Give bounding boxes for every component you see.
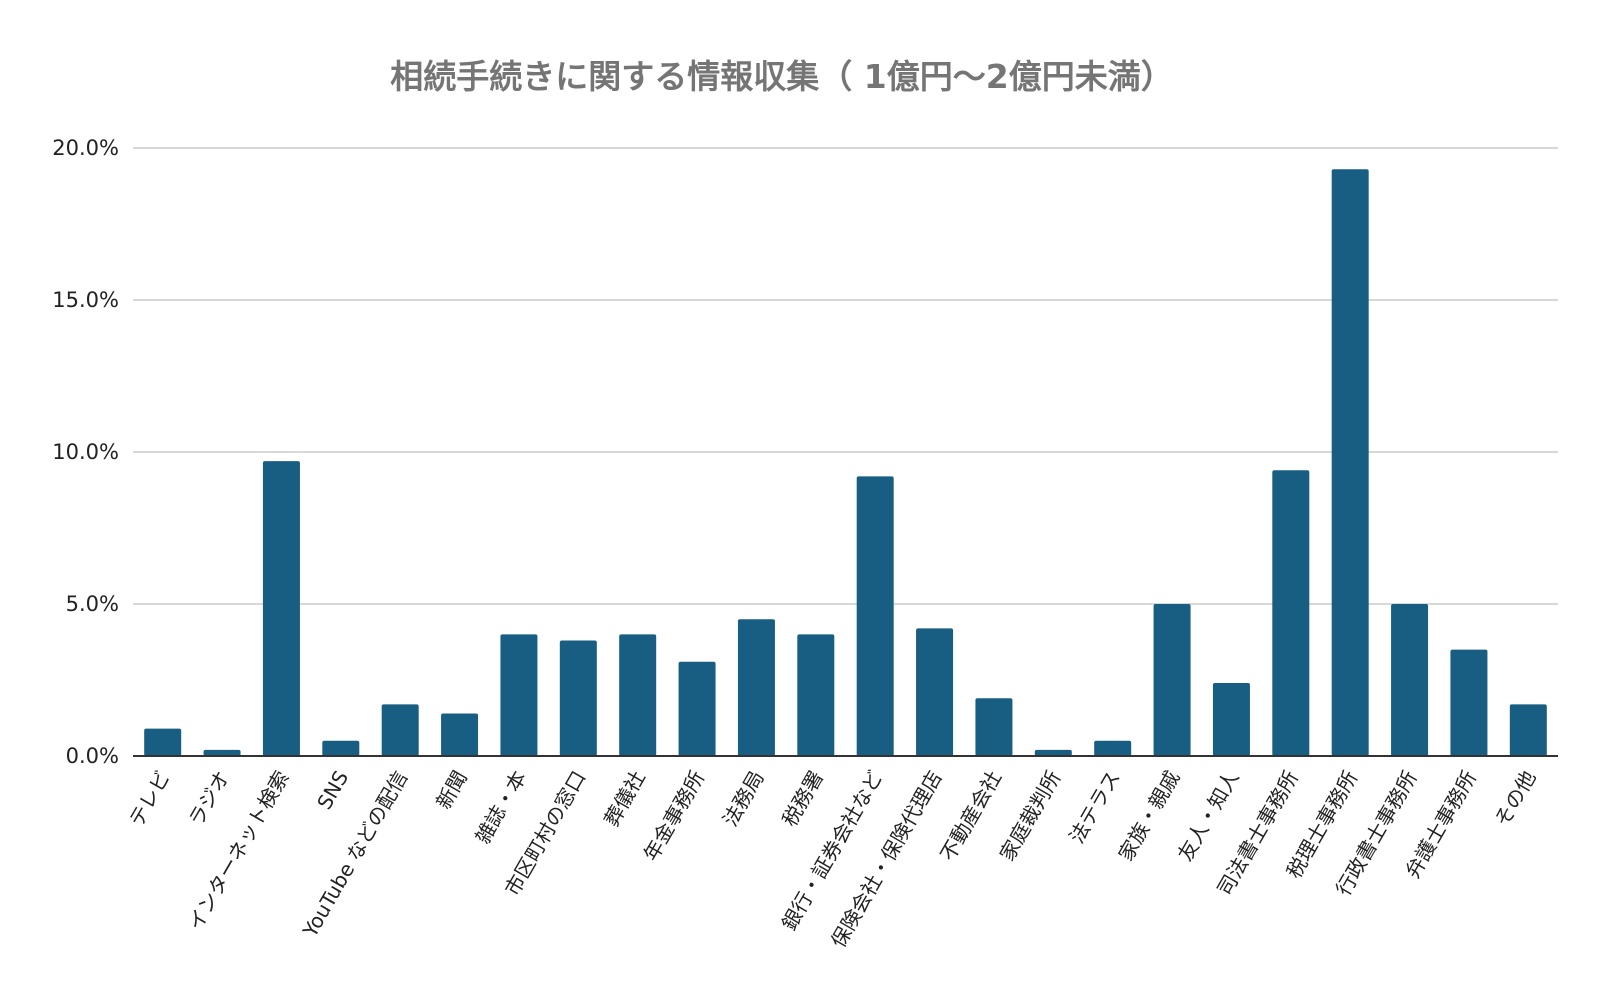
gridlines — [133, 147, 1558, 605]
bar — [1153, 604, 1191, 756]
bar — [559, 640, 597, 756]
bar — [1034, 749, 1072, 756]
bar — [1094, 740, 1132, 756]
x-tick-label: YouTube などの配信 — [297, 767, 412, 942]
y-tick-label: 5.0% — [66, 592, 119, 616]
y-tick-label: 15.0% — [52, 288, 119, 312]
bar — [1509, 704, 1547, 756]
x-tick-label: 年金事務所 — [639, 767, 710, 866]
bar — [262, 461, 300, 756]
bar — [1272, 470, 1310, 756]
x-tick-label: 保険会社・保険代理店 — [826, 767, 947, 952]
bar — [203, 749, 241, 756]
bar — [678, 661, 716, 756]
bar — [916, 628, 954, 756]
bar — [1391, 604, 1429, 756]
bar — [441, 713, 479, 756]
x-tick-label: 葬儀社 — [599, 767, 650, 831]
x-tick-label: SNS — [312, 767, 353, 814]
x-tick-label: ラジオ — [184, 767, 235, 831]
x-tick-label: 雑誌・本 — [470, 767, 531, 848]
x-tick-label: 法務局 — [718, 767, 769, 831]
y-tick-label: 20.0% — [52, 136, 119, 160]
y-tick-label: 10.0% — [52, 440, 119, 464]
bar — [797, 634, 835, 756]
bar — [322, 740, 360, 756]
x-tick-label: その他 — [1490, 767, 1541, 831]
bar — [619, 634, 657, 756]
bar — [381, 704, 419, 756]
x-tick-label: 家庭裁判所 — [995, 767, 1066, 866]
y-axis-ticks: 0.0% 5.0% 10.0% 15.0% 20.0% — [52, 136, 119, 768]
bars — [144, 169, 1547, 756]
y-tick-label: 0.0% — [66, 744, 119, 768]
x-tick-label: 税務署 — [777, 767, 828, 831]
bar — [1450, 649, 1488, 756]
bar — [856, 476, 894, 756]
x-tick-label: 新聞 — [431, 767, 472, 814]
bar — [144, 728, 182, 756]
chart-title: 相続手続きに関する情報収集（ 1億円〜2億円未満） — [390, 57, 1173, 96]
x-tick-label: テレビ — [124, 767, 175, 831]
bar — [500, 634, 538, 756]
bar — [1212, 683, 1250, 756]
x-tick-label: 法テラス — [1064, 767, 1125, 848]
bar — [1331, 169, 1369, 756]
bar — [975, 698, 1013, 756]
bar — [737, 619, 775, 756]
